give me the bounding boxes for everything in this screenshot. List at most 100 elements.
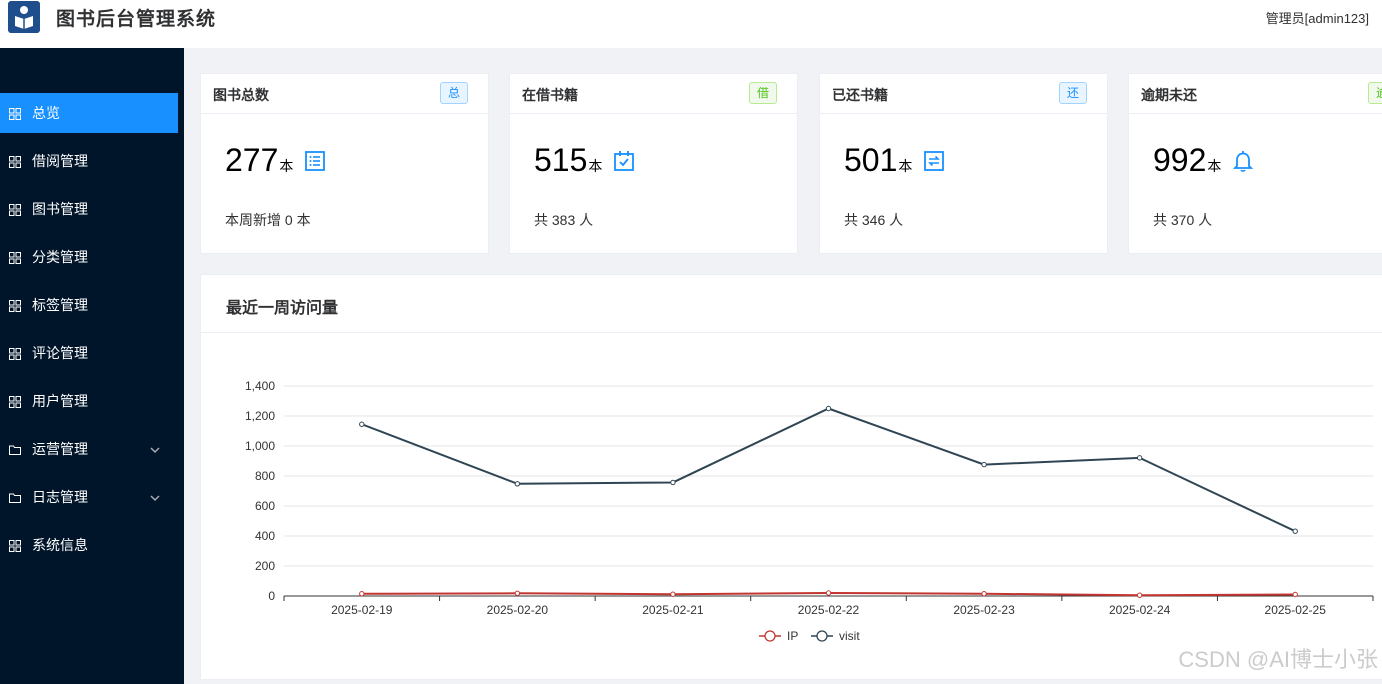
sidebar-item-label: 图书管理 xyxy=(32,201,88,217)
grid-icon xyxy=(9,251,21,264)
data-point-IP xyxy=(359,591,365,597)
sidebar-item-1[interactable]: 借阅管理 xyxy=(0,141,178,181)
stat-card-tag: 借 xyxy=(748,82,777,104)
user-menu[interactable]: 管理员[admin123] xyxy=(1265,11,1369,26)
legend-label: IP xyxy=(787,629,798,643)
data-point-IP xyxy=(670,591,676,597)
x-tick-label: 2025-02-23 xyxy=(953,603,1015,617)
watermark: CSDN @AI博士小张 xyxy=(1178,647,1378,672)
y-tick-label: 1,400 xyxy=(245,379,275,393)
folder-icon xyxy=(9,491,21,503)
stat-card-title: 在借书籍 xyxy=(522,87,578,103)
stat-value-number: 277 xyxy=(225,142,279,178)
data-point-visit xyxy=(1292,528,1298,534)
grid-icon xyxy=(9,299,21,312)
stat-card-title: 已还书籍 xyxy=(832,87,888,103)
visit-chart-panel: 最近一周访问量 0 200 400 600 800 1,000 1,200 1,400 2025… xyxy=(200,274,1382,680)
legend-marker xyxy=(764,630,776,642)
stat-value-unit: 本 xyxy=(279,158,294,174)
y-tick-label: 0 xyxy=(268,589,275,603)
y-tick-label: 1,200 xyxy=(245,409,275,423)
sidebar-item-label: 借阅管理 xyxy=(32,153,88,169)
stat-value-number: 992 xyxy=(1153,142,1207,178)
grid-icon xyxy=(9,203,21,216)
data-point-IP xyxy=(1136,592,1143,598)
sidebar-item-label: 标签管理 xyxy=(32,297,88,313)
data-point-IP xyxy=(1292,591,1298,598)
y-tick-label: 1,000 xyxy=(245,439,275,453)
stat-value-unit: 本 xyxy=(1207,158,1222,174)
sidebar-item-6[interactable]: 用户管理 xyxy=(0,381,178,421)
sidebar-item-9[interactable]: 系统信息 xyxy=(0,525,178,565)
sidebar-item-4[interactable]: 标签管理 xyxy=(0,285,178,325)
y-tick-label: 200 xyxy=(255,559,275,573)
sidebar-item-label: 评论管理 xyxy=(32,345,88,361)
x-tick-label: 2025-02-21 xyxy=(642,603,704,617)
stat-card-title: 逾期未还 xyxy=(1141,87,1197,103)
stat-card-3: 逾期未还 逾 992本共 370 人 xyxy=(1128,73,1382,254)
stat-card-tag: 总 xyxy=(439,82,468,104)
series-line-visit xyxy=(361,407,1296,533)
stat-card-2: 已还书籍 还 501本共 346 人 xyxy=(819,73,1108,254)
data-point-visit xyxy=(670,479,676,486)
stat-card-foot: 本周新增 0 本 xyxy=(225,212,311,228)
top-header: 图书后台管理系统 管理员[admin123] xyxy=(0,0,1382,48)
stat-card-value: 992本 xyxy=(1153,140,1221,186)
stat-value-unit: 本 xyxy=(588,158,603,174)
stat-card-value: 515本 xyxy=(534,140,602,186)
sidebar-item-label: 分类管理 xyxy=(32,249,88,265)
sidebar-item-7[interactable]: 运营管理 xyxy=(0,429,178,469)
app-title: 图书后台管理系统 xyxy=(56,9,217,30)
library-logo-icon xyxy=(15,6,33,29)
data-point-IP xyxy=(514,590,521,596)
grid-icon xyxy=(9,155,21,168)
y-tick-label: 600 xyxy=(255,499,275,513)
y-tick-label: 400 xyxy=(255,529,275,543)
y-tick-label: 800 xyxy=(255,469,275,483)
stat-card-foot: 共 370 人 xyxy=(1153,212,1213,228)
visit-line-chart: 0 200 400 600 800 1,000 1,200 1,400 2025-02-19 20… xyxy=(245,379,1374,643)
sidebar-item-label: 运营管理 xyxy=(32,441,88,457)
data-point-IP xyxy=(981,591,987,597)
sidebar-item-3[interactable]: 分类管理 xyxy=(0,237,178,277)
stat-value-number: 515 xyxy=(534,142,588,178)
grid-icon xyxy=(9,347,21,360)
chevron-down-icon xyxy=(149,443,161,455)
data-point-visit xyxy=(514,481,521,487)
stat-card-0: 图书总数 总 277本本周新增 0 本 xyxy=(200,73,489,254)
data-point-IP xyxy=(825,590,832,596)
legend-marker xyxy=(816,630,828,642)
stat-card-value: 501本 xyxy=(844,140,912,186)
stat-card-title: 图书总数 xyxy=(213,87,269,103)
grid-icon xyxy=(9,539,21,552)
x-tick-label: 2025-02-22 xyxy=(798,603,860,617)
sidebar-item-0[interactable]: 总览 xyxy=(0,93,178,133)
sidebar-item-label: 用户管理 xyxy=(32,393,88,409)
x-tick-label: 2025-02-19 xyxy=(331,603,393,617)
logo xyxy=(8,1,40,33)
x-tick-label: 2025-02-20 xyxy=(487,603,549,617)
stat-card-tag: 还 xyxy=(1058,82,1087,104)
refresh-icon xyxy=(922,149,946,173)
data-point-visit xyxy=(359,421,365,427)
sidebar-item-8[interactable]: 日志管理 xyxy=(0,477,178,517)
list-icon xyxy=(303,149,327,173)
stat-card-1: 在借书籍 借 515本共 383 人 xyxy=(509,73,798,254)
stat-card-foot: 共 383 人 xyxy=(534,212,594,228)
sidebar-item-label: 系统信息 xyxy=(32,537,88,553)
stat-card-foot: 共 346 人 xyxy=(844,212,904,228)
grid-icon xyxy=(9,395,21,408)
chevron-down-icon xyxy=(149,491,161,503)
x-tick-label: 2025-02-25 xyxy=(1265,603,1327,617)
data-point-visit xyxy=(825,405,832,412)
sidebar-item-label: 日志管理 xyxy=(32,489,88,505)
stat-value-number: 501 xyxy=(844,142,898,178)
data-point-visit xyxy=(1136,455,1143,461)
bell-icon xyxy=(1231,149,1255,173)
data-point-visit xyxy=(981,461,987,468)
legend-label: visit xyxy=(839,629,860,643)
sidebar: 总览借阅管理图书管理分类管理标签管理评论管理用户管理运营管理日志管理系统信息 xyxy=(0,48,184,684)
sidebar-item-5[interactable]: 评论管理 xyxy=(0,333,178,373)
sidebar-item-2[interactable]: 图书管理 xyxy=(0,189,178,229)
grid-icon xyxy=(9,107,21,120)
